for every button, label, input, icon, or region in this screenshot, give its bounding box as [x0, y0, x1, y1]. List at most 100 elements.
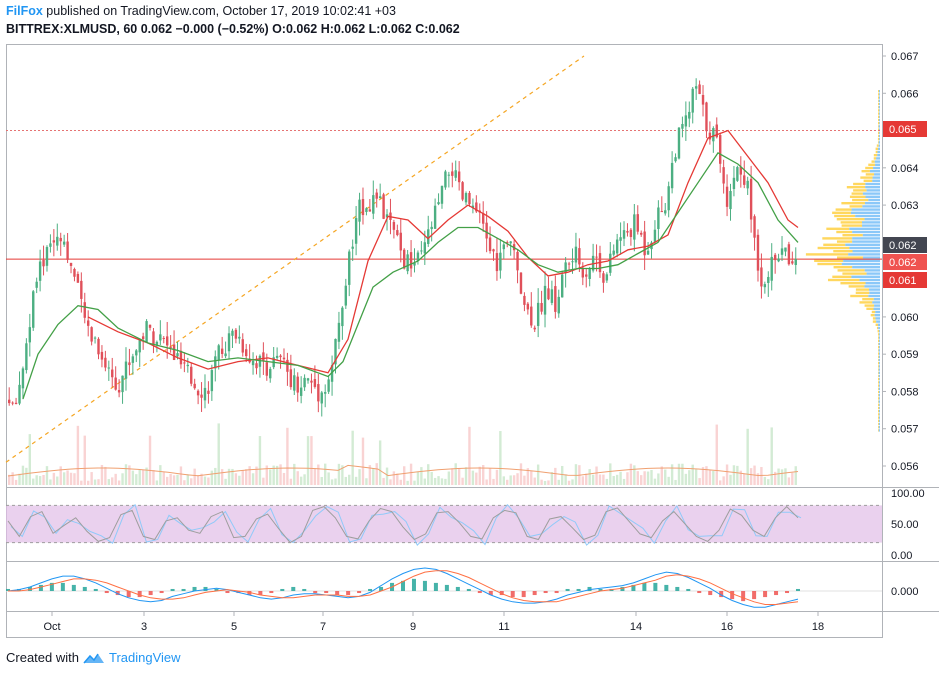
- volume-bar: [207, 477, 210, 485]
- rsi-line: [7, 505, 799, 544]
- macd-histogram-bar: [357, 591, 362, 594]
- candle-up: [502, 244, 506, 250]
- volume-bar: [461, 477, 464, 485]
- volume-bar: [633, 465, 636, 485]
- macd-histogram-bar: [38, 584, 43, 591]
- volume-profile-up: [866, 189, 880, 192]
- volume-profile-down: [842, 234, 863, 237]
- volume-bar: [224, 478, 227, 485]
- candle-up: [251, 360, 255, 366]
- candle-up: [770, 256, 773, 281]
- candle-down: [602, 273, 605, 283]
- volume-bar: [626, 472, 629, 485]
- time-tick-label: 5: [231, 621, 237, 633]
- candle-down: [506, 242, 509, 244]
- volume-bar: [495, 469, 499, 485]
- volume-bar: [73, 473, 76, 485]
- volume-profile-down: [863, 179, 873, 182]
- volume-bar: [286, 427, 289, 485]
- volume-profile-down: [878, 410, 879, 413]
- volume-bar: [557, 479, 560, 485]
- volume-profile-down: [842, 272, 867, 275]
- volume-bar: [684, 473, 688, 485]
- volume-bar: [159, 465, 162, 485]
- candle-up: [406, 254, 409, 272]
- volume-bar: [698, 478, 701, 485]
- volume-bar: [313, 468, 317, 485]
- candle-down: [468, 192, 471, 205]
- volume-bar: [430, 471, 433, 485]
- volume-profile-down: [868, 163, 876, 166]
- volume-profile-up: [878, 394, 880, 397]
- candle-down: [286, 359, 289, 372]
- candle-up: [440, 185, 444, 204]
- candle-down: [368, 209, 372, 212]
- volume-profile-up: [878, 125, 880, 128]
- volume-profile-down: [872, 320, 877, 323]
- volume-profile-down: [836, 240, 853, 243]
- volume-bar: [52, 472, 56, 485]
- candle-up: [615, 239, 619, 254]
- volume-bar: [128, 465, 131, 485]
- candle-up: [358, 199, 361, 222]
- candle-up: [729, 190, 732, 210]
- macd-histogram-bar: [6, 588, 10, 591]
- candle-up: [258, 355, 262, 367]
- volume-profile-up: [879, 102, 880, 106]
- candle-down: [111, 369, 114, 378]
- volume-profile-down: [878, 109, 880, 112]
- volume-bar: [320, 476, 323, 485]
- author-name[interactable]: FilFox: [6, 4, 43, 18]
- candle-down: [262, 352, 265, 362]
- trendline: [5, 55, 585, 463]
- volume-profile-up: [864, 269, 880, 272]
- volume-profile-up: [879, 390, 880, 394]
- volume-bar: [21, 465, 25, 485]
- footer: Created with TradingView: [6, 650, 181, 665]
- candle-up: [564, 262, 567, 274]
- volume-profile-down: [878, 99, 879, 102]
- macd-histogram-bar: [291, 586, 296, 591]
- tradingview-brand[interactable]: TradingView: [108, 650, 181, 665]
- volume-bar: [59, 466, 62, 485]
- macd-histogram-bar: [708, 591, 713, 596]
- candle-up: [694, 86, 698, 89]
- candle-up: [561, 274, 564, 298]
- volume-profile-down: [860, 176, 873, 179]
- volume-profile-down: [849, 205, 863, 208]
- candle-up: [619, 237, 622, 241]
- candle-down: [97, 338, 100, 355]
- candle-down: [595, 256, 598, 258]
- volume-profile-down: [871, 310, 876, 314]
- candle-down: [66, 241, 69, 260]
- volume-profile-up: [862, 192, 880, 195]
- volume-bar: [334, 478, 337, 485]
- volume-profile-down: [814, 259, 844, 262]
- volume-bar: [104, 466, 107, 485]
- ma-fast-line: [87, 129, 799, 374]
- candle-down: [289, 369, 293, 388]
- volume-profile-up: [879, 346, 880, 349]
- candle-up: [107, 367, 111, 369]
- volume-bar: [234, 473, 238, 485]
- candle-down: [375, 192, 378, 199]
- macd-histogram-bar: [269, 591, 274, 594]
- candle-down: [172, 344, 176, 361]
- candle-up: [275, 355, 279, 358]
- volume-profile-up: [879, 403, 880, 406]
- candle-up: [348, 251, 351, 285]
- macd-histogram-bar: [620, 586, 625, 591]
- volume-bar: [124, 464, 128, 485]
- rsi-tick-label: 50.00: [891, 519, 919, 531]
- volume-bar: [574, 464, 578, 485]
- volume-profile-down: [834, 214, 856, 218]
- candle-up: [18, 384, 21, 404]
- volume-profile-down: [861, 170, 870, 173]
- volume-bar: [440, 478, 444, 485]
- volume-profile-up: [849, 246, 880, 250]
- volume-profile-down: [864, 304, 875, 307]
- candle-down: [162, 337, 165, 339]
- macd-histogram-bar: [401, 580, 405, 591]
- candle-down: [554, 286, 557, 312]
